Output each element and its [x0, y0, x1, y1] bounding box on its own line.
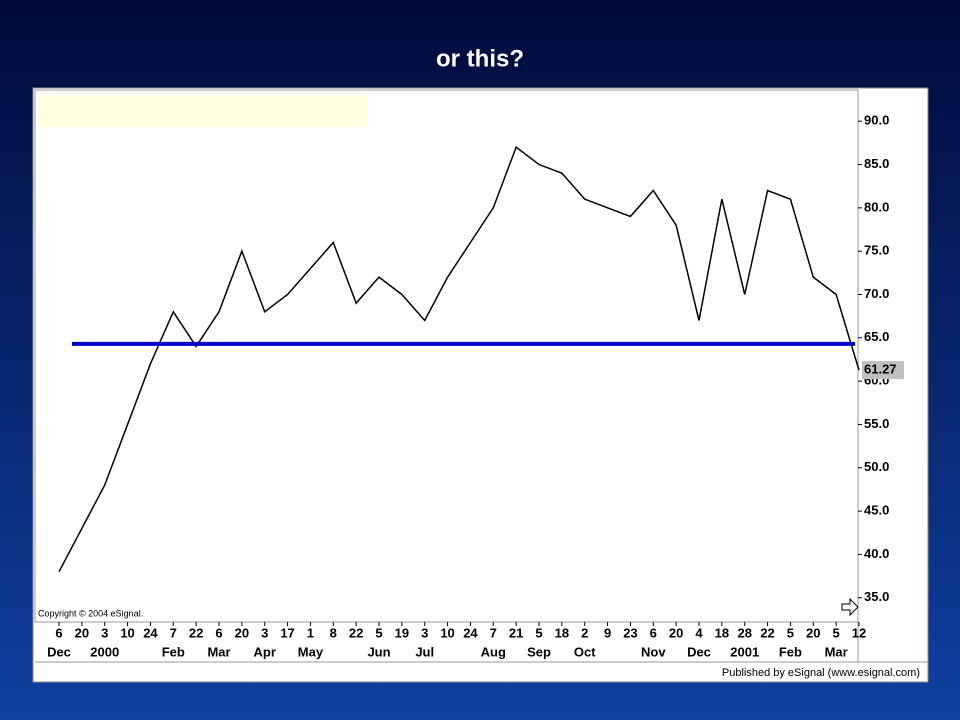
x-group-label: Feb — [779, 644, 802, 659]
x-group-label: Aug — [481, 644, 506, 659]
x-tick-label: 20 — [806, 625, 820, 640]
y-tick-label: 55.0 — [864, 416, 889, 431]
x-tick-label: 19 — [395, 625, 409, 640]
x-tick-label: 9 — [604, 625, 611, 640]
x-tick-label: 20 — [75, 625, 89, 640]
x-tick-label: 7 — [170, 625, 177, 640]
x-tick-label: 18 — [555, 625, 569, 640]
legend-box — [38, 95, 368, 127]
x-group-label: Mar — [825, 644, 848, 659]
y-tick-label: 50.0 — [864, 459, 889, 474]
x-group-label: Dec — [687, 644, 711, 659]
last-price-box — [862, 361, 904, 380]
y-tick-label: 90.0 — [864, 113, 889, 128]
x-tick-label: 18 — [715, 625, 729, 640]
scroll-icon[interactable] — [841, 597, 859, 617]
x-tick-label: 6 — [215, 625, 222, 640]
copyright: Copyright © 2004 eSignal. — [38, 608, 143, 618]
x-tick-label: 3 — [101, 625, 108, 640]
price-line — [58, 145, 860, 573]
x-tick-label: 6 — [650, 625, 657, 640]
last-price-label: 61.27 — [864, 362, 897, 377]
x-tick-label: 10 — [440, 625, 454, 640]
x-tick-label: 22 — [189, 625, 203, 640]
x-tick-label: 28 — [737, 625, 751, 640]
x-tick-label: 23 — [623, 625, 637, 640]
x-tick-label: 10 — [120, 625, 134, 640]
x-tick-label: 21 — [509, 625, 523, 640]
y-tick-label: 85.0 — [864, 156, 889, 171]
x-tick-label: 1 — [307, 625, 314, 640]
x-group-label: Jun — [367, 644, 390, 659]
x-group-label: May — [298, 644, 324, 659]
x-tick-label: 5 — [535, 625, 542, 640]
x-tick-label: 6 — [55, 625, 62, 640]
x-tick-label: 12 — [852, 625, 866, 640]
x-group-label: Nov — [641, 644, 666, 659]
x-tick-label: 3 — [261, 625, 268, 640]
y-tick-label: 45.0 — [864, 503, 889, 518]
y-tick-label: 75.0 — [864, 243, 889, 258]
x-tick-label: 24 — [143, 625, 158, 640]
y-tick-label: 80.0 — [864, 199, 889, 214]
x-tick-label: 5 — [833, 625, 840, 640]
x-group-label: Feb — [162, 644, 185, 659]
x-tick-label: 2 — [581, 625, 588, 640]
x-tick-label: 4 — [695, 625, 703, 640]
x-group-label: Apr — [254, 644, 276, 659]
x-group-label: Dec — [47, 644, 71, 659]
x-tick-label: 5 — [375, 625, 382, 640]
x-tick-label: 24 — [463, 625, 478, 640]
plot-area — [34, 89, 859, 623]
y-tick-label: 65.0 — [864, 329, 889, 344]
slide-title: or this? — [436, 45, 524, 72]
x-group-label: Mar — [207, 644, 230, 659]
x-group-label: 2000 — [90, 644, 119, 659]
y-tick-label: 35.0 — [864, 589, 889, 604]
footer: Published by eSignal (www.esignal.com) — [722, 667, 920, 679]
x-group-label: Oct — [574, 644, 596, 659]
x-tick-label: 22 — [349, 625, 363, 640]
y-tick-label: 70.0 — [864, 286, 889, 301]
x-group-label: 2001 — [730, 644, 759, 659]
x-tick-label: 20 — [669, 625, 683, 640]
x-tick-label: 17 — [280, 625, 294, 640]
x-tick-label: 8 — [330, 625, 337, 640]
y-tick-label: 40.0 — [864, 546, 889, 561]
x-group-label: Sep — [527, 644, 551, 659]
x-tick-label: 3 — [421, 625, 428, 640]
x-tick-label: 5 — [787, 625, 794, 640]
x-tick-label: 22 — [760, 625, 774, 640]
x-group-label: Jul — [415, 644, 434, 659]
x-tick-label: 20 — [235, 625, 249, 640]
x-tick-label: 7 — [490, 625, 497, 640]
